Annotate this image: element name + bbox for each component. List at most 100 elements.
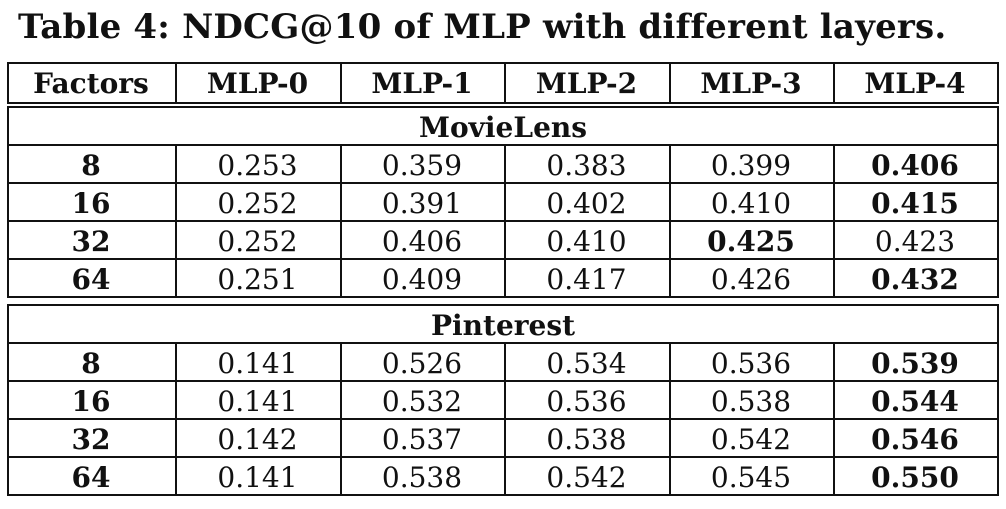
row-column-rule [833, 258, 835, 298]
column-header: MLP-2 [535, 66, 638, 100]
best-value-cell: 0.544 [871, 384, 959, 418]
value-cell: 0.359 [381, 148, 463, 182]
row-column-rule [340, 456, 342, 496]
value-cell: 0.526 [381, 346, 463, 380]
value-cell: 0.410 [710, 186, 792, 220]
row-column-rule [669, 182, 671, 222]
row-column-rule [175, 144, 177, 184]
row-rule [7, 182, 999, 184]
value-cell: 0.426 [710, 262, 792, 296]
row-rule [7, 380, 999, 382]
row-column-rule [175, 258, 177, 298]
best-value-cell: 0.406 [871, 148, 959, 182]
header-column-rule [175, 62, 177, 104]
value-cell: 0.538 [381, 460, 463, 494]
row-column-rule [833, 418, 835, 458]
column-header: MLP-4 [864, 66, 966, 100]
value-cell: 0.536 [710, 346, 792, 380]
row-column-rule [504, 418, 506, 458]
row-column-rule [7, 418, 9, 458]
row-column-rule [504, 144, 506, 184]
row-rule [7, 418, 999, 420]
row-column-rule [669, 144, 671, 184]
value-cell: 0.399 [710, 148, 792, 182]
row-column-rule [997, 258, 999, 298]
row-column-rule [833, 456, 835, 496]
row-column-rule [175, 220, 177, 260]
value-cell: 0.141 [217, 346, 298, 380]
row-column-rule [504, 220, 506, 260]
value-cell: 0.406 [381, 224, 463, 258]
value-cell: 0.142 [217, 422, 298, 456]
results-table: Factors MLP-0 MLP-1 MLP-2 MLP-3 MLP-4 MovieLen… [7, 62, 999, 500]
row-column-rule [997, 456, 999, 496]
value-cell: 0.253 [217, 148, 298, 182]
row-column-rule [997, 342, 999, 382]
row-column-rule [7, 182, 9, 222]
value-cell: 0.409 [381, 262, 463, 296]
header-top-rule [7, 62, 999, 64]
row-rule [7, 220, 999, 222]
header-column-rule [669, 62, 671, 104]
row-column-rule [7, 380, 9, 420]
row-column-rule [340, 380, 342, 420]
factors-cell: 16 [71, 384, 111, 418]
factors-cell: 8 [81, 346, 101, 380]
best-value-cell: 0.425 [707, 224, 795, 258]
value-cell: 0.534 [546, 346, 627, 380]
row-column-rule [833, 342, 835, 382]
value-cell: 0.423 [874, 224, 956, 258]
value-cell: 0.252 [217, 224, 298, 258]
row-column-rule [340, 418, 342, 458]
value-cell: 0.141 [217, 384, 298, 418]
row-column-rule [340, 342, 342, 382]
value-cell: 0.252 [217, 186, 298, 220]
row-column-rule [997, 220, 999, 260]
value-cell: 0.542 [710, 422, 792, 456]
section-title-rule [7, 342, 999, 344]
row-column-rule [7, 258, 9, 298]
best-value-cell: 0.550 [871, 460, 959, 494]
value-cell: 0.545 [710, 460, 792, 494]
row-column-rule [7, 342, 9, 382]
row-column-rule [175, 418, 177, 458]
row-column-rule [504, 380, 506, 420]
row-column-rule [669, 220, 671, 260]
row-column-rule [669, 418, 671, 458]
best-value-cell: 0.546 [871, 422, 959, 456]
row-column-rule [340, 182, 342, 222]
row-column-rule [997, 380, 999, 420]
factors-cell: 64 [71, 460, 111, 494]
section-side-rule [7, 304, 9, 344]
row-rule [7, 494, 999, 496]
factors-cell: 32 [71, 224, 111, 258]
row-rule [7, 258, 999, 260]
header-column-rule [997, 62, 999, 104]
row-column-rule [833, 380, 835, 420]
value-cell: 0.251 [217, 262, 298, 296]
column-header: MLP-3 [700, 66, 802, 100]
row-column-rule [504, 456, 506, 496]
column-header: MLP-1 [371, 66, 473, 100]
value-cell: 0.410 [546, 224, 627, 258]
row-column-rule [504, 182, 506, 222]
header-column-rule [833, 62, 835, 104]
value-cell: 0.538 [546, 422, 627, 456]
section-title: MovieLens [418, 110, 587, 144]
row-column-rule [340, 220, 342, 260]
section-top-rule [7, 106, 999, 108]
section-side-rule [7, 106, 9, 146]
row-column-rule [7, 220, 9, 260]
value-cell: 0.391 [381, 186, 463, 220]
header-column-rule [504, 62, 506, 104]
section-title-rule [7, 144, 999, 146]
factors-cell: 16 [71, 186, 111, 220]
section-top-rule [7, 304, 999, 306]
value-cell: 0.536 [546, 384, 627, 418]
value-cell: 0.542 [546, 460, 627, 494]
table-caption: Table 4: NDCG@10 of MLP with different l… [18, 7, 947, 47]
row-rule [7, 296, 999, 298]
column-header: MLP-0 [206, 66, 309, 100]
row-column-rule [833, 220, 835, 260]
value-cell: 0.141 [217, 460, 298, 494]
